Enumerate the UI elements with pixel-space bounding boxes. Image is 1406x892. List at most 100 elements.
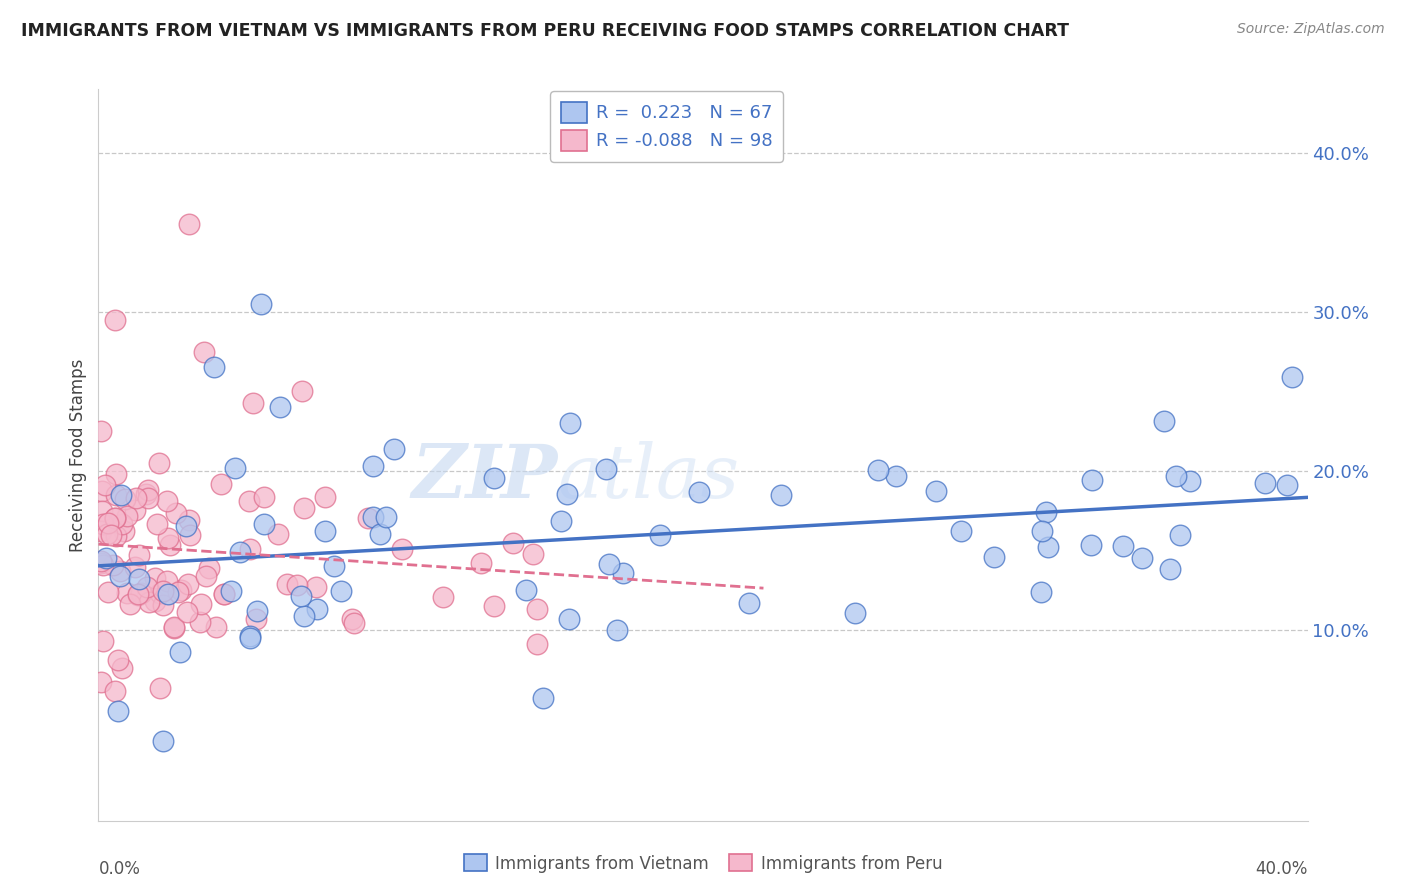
Point — [276, 576, 298, 591]
Point — [156, 574, 179, 589]
Point — [205, 620, 228, 634]
Point — [91, 517, 114, 532]
Point — [179, 218, 201, 232]
Point — [105, 467, 128, 482]
Point — [374, 510, 396, 524]
Point — [598, 557, 620, 571]
Point — [314, 524, 336, 538]
Point — [212, 587, 235, 601]
Point — [1164, 468, 1187, 483]
Text: 40.0%: 40.0% — [1256, 861, 1308, 879]
Point — [238, 631, 260, 645]
Point — [1277, 478, 1299, 492]
Point — [176, 605, 198, 619]
Point — [1168, 528, 1191, 542]
Point — [250, 297, 273, 311]
Point — [482, 599, 505, 614]
Point — [128, 572, 150, 586]
Point — [844, 607, 866, 621]
Point — [152, 599, 174, 613]
Point — [1081, 474, 1104, 488]
Point — [179, 528, 201, 542]
Point — [104, 684, 127, 698]
Point — [104, 312, 127, 326]
Point — [96, 527, 118, 541]
Point — [110, 488, 132, 502]
Point — [531, 691, 554, 706]
Point — [555, 487, 578, 501]
Point — [104, 510, 127, 524]
Point — [330, 584, 353, 599]
Point — [1254, 475, 1277, 490]
Point — [522, 547, 544, 561]
Point — [868, 463, 890, 477]
Point — [382, 442, 405, 457]
Point — [343, 615, 366, 630]
Point — [169, 644, 191, 658]
Point — [238, 494, 260, 508]
Point — [149, 681, 172, 695]
Point — [357, 511, 380, 525]
Point — [239, 542, 262, 557]
Point — [1112, 539, 1135, 553]
Point — [769, 488, 792, 502]
Point — [219, 584, 242, 599]
Point — [90, 554, 112, 568]
Point — [112, 524, 135, 539]
Point — [188, 615, 211, 629]
Point — [550, 514, 572, 528]
Point — [1159, 562, 1181, 576]
Point — [224, 461, 246, 475]
Point — [229, 545, 252, 559]
Legend: R =  0.223   N = 67, R = -0.088   N = 98: R = 0.223 N = 67, R = -0.088 N = 98 — [550, 91, 783, 161]
Point — [239, 629, 262, 643]
Point — [177, 513, 200, 527]
Point — [1080, 538, 1102, 552]
Point — [124, 491, 146, 505]
Point — [650, 527, 672, 541]
Point — [502, 536, 524, 550]
Legend: Immigrants from Vietnam, Immigrants from Peru: Immigrants from Vietnam, Immigrants from… — [457, 847, 949, 880]
Point — [90, 674, 112, 689]
Point — [202, 360, 225, 375]
Point — [127, 587, 149, 601]
Point — [167, 584, 190, 599]
Point — [104, 511, 127, 525]
Point — [1153, 414, 1175, 428]
Point — [93, 478, 115, 492]
Point — [118, 597, 141, 611]
Point — [174, 518, 197, 533]
Point — [97, 584, 120, 599]
Point — [557, 612, 579, 626]
Point — [884, 468, 907, 483]
Point — [177, 577, 200, 591]
Point — [152, 584, 174, 599]
Point — [91, 558, 114, 572]
Point — [127, 588, 149, 602]
Point — [90, 425, 112, 439]
Point — [1031, 524, 1053, 539]
Point — [323, 558, 346, 573]
Point — [97, 516, 120, 531]
Point — [114, 491, 136, 506]
Point — [157, 586, 180, 600]
Point — [1035, 505, 1057, 519]
Point — [91, 504, 114, 518]
Point — [1281, 370, 1303, 384]
Point — [165, 506, 187, 520]
Point — [983, 549, 1005, 564]
Point — [361, 458, 384, 473]
Point — [159, 537, 181, 551]
Point — [111, 661, 134, 675]
Point — [157, 531, 180, 545]
Point — [688, 485, 710, 500]
Point — [124, 560, 146, 574]
Point — [253, 490, 276, 504]
Point — [143, 594, 166, 608]
Point — [138, 594, 160, 608]
Point — [117, 508, 139, 523]
Point — [136, 483, 159, 497]
Point — [108, 565, 131, 579]
Point — [136, 491, 159, 506]
Point — [242, 396, 264, 410]
